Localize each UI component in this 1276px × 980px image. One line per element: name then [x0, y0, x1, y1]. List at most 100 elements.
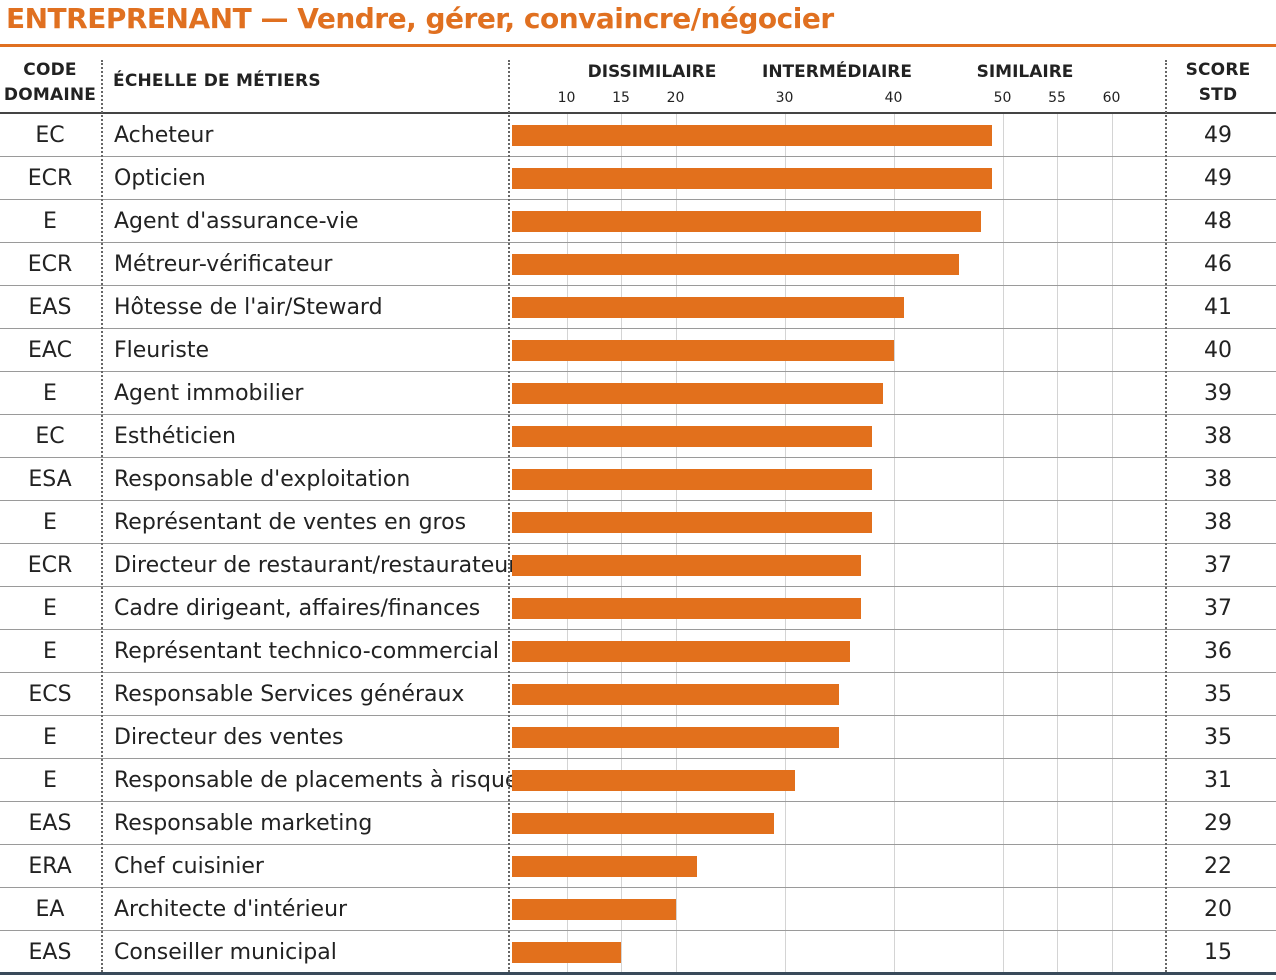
x-tick-label: 15 — [612, 90, 630, 106]
divider-score-column — [1165, 60, 1167, 972]
group-label-intermediate: INTERMÉDIAIRE — [761, 62, 913, 82]
x-gridline — [784, 114, 786, 974]
score-bar — [512, 727, 839, 748]
table-row: EC Esthéticien 38 — [0, 415, 1276, 458]
domain-code: E — [43, 596, 57, 621]
header-divider — [0, 112, 1276, 114]
domain-code: E — [43, 768, 57, 793]
job-label: Conseiller municipal — [114, 940, 337, 965]
job-label: Acheteur — [114, 123, 214, 148]
domain-code: E — [43, 510, 57, 535]
x-gridline — [893, 114, 895, 974]
score-bar — [512, 684, 839, 705]
table-row: E Représentant technico-commercial 36 — [0, 630, 1276, 673]
table-row: EC Acheteur 49 — [0, 114, 1276, 157]
score-bar — [512, 340, 894, 361]
job-label: Directeur de restaurant/restaurateur — [114, 553, 518, 578]
score-value: 35 — [1204, 682, 1232, 707]
row-separator — [0, 844, 1276, 845]
row-separator — [0, 285, 1276, 286]
table-row: EAS Responsable marketing 29 — [0, 802, 1276, 845]
job-label: Représentant de ventes en gros — [114, 510, 467, 535]
score-bar — [512, 899, 676, 920]
row-separator — [0, 930, 1276, 931]
chart-title: ENTREPRENANT — Vendre, gérer, convaincre… — [6, 2, 834, 35]
domain-code: E — [43, 725, 57, 750]
row-separator — [0, 500, 1276, 501]
score-value: 49 — [1204, 166, 1232, 191]
domain-code: EC — [35, 123, 65, 148]
job-label: Agent immobilier — [114, 381, 304, 406]
table-row: E Cadre dirigeant, affaires/finances 37 — [0, 587, 1276, 630]
score-value: 15 — [1204, 940, 1232, 965]
row-separator — [0, 887, 1276, 888]
row-separator — [0, 672, 1276, 673]
score-bar — [512, 770, 796, 791]
score-value: 36 — [1204, 639, 1232, 664]
job-label: Représentant technico-commercial — [114, 639, 499, 664]
domain-code: E — [43, 381, 57, 406]
code-header-line2: DOMAINE — [3, 85, 97, 105]
job-label: Responsable de placements à risques — [114, 768, 530, 793]
score-value: 49 — [1204, 123, 1232, 148]
domain-code: ERA — [28, 854, 72, 879]
score-value: 29 — [1204, 811, 1232, 836]
job-label: Opticien — [114, 166, 206, 191]
table-row: E Agent immobilier 39 — [0, 372, 1276, 415]
job-label: Hôtesse de l'air/Steward — [114, 295, 383, 320]
job-label: Agent d'assurance-vie — [114, 209, 359, 234]
job-label: Fleuriste — [114, 338, 210, 363]
score-value: 38 — [1204, 467, 1232, 492]
score-bar — [512, 598, 861, 619]
score-bar — [512, 297, 905, 318]
job-label: Architecte d'intérieur — [114, 897, 348, 922]
x-gridline — [675, 114, 677, 974]
table-row: E Directeur des ventes 35 — [0, 716, 1276, 759]
x-gridline — [621, 114, 622, 974]
score-bar — [512, 125, 992, 146]
domain-code: ESA — [28, 467, 72, 492]
job-label: Esthéticien — [114, 424, 236, 449]
x-gridline — [1002, 114, 1004, 974]
divider-scale-column — [508, 60, 510, 972]
score-value: 48 — [1204, 209, 1232, 234]
score-value: 20 — [1204, 897, 1232, 922]
score-value: 46 — [1204, 252, 1232, 277]
domain-code: E — [43, 639, 57, 664]
group-label-similar: SIMILAIRE — [976, 62, 1074, 82]
score-bar — [512, 426, 872, 447]
x-tick-label: 50 — [993, 90, 1012, 106]
row-separator — [0, 242, 1276, 243]
row-separator — [0, 715, 1276, 716]
code-header-line1: CODE — [23, 60, 77, 80]
domain-code: E — [43, 209, 57, 234]
row-separator — [0, 586, 1276, 587]
table-row: ESA Responsable d'exploitation 38 — [0, 458, 1276, 501]
table-row: EAS Hôtesse de l'air/Steward 41 — [0, 286, 1276, 329]
x-tick-label: 60 — [1102, 90, 1121, 106]
x-gridline — [566, 114, 568, 974]
domain-code: ECR — [27, 166, 73, 191]
score-bar — [512, 813, 774, 834]
score-value: 37 — [1204, 596, 1232, 621]
score-value: 35 — [1204, 725, 1232, 750]
score-bar — [512, 942, 621, 963]
table-row: E Agent d'assurance-vie 48 — [0, 200, 1276, 243]
group-label-dissimilar: DISSIMILAIRE — [587, 62, 717, 82]
column-header-code: CODE DOMAINE — [2, 58, 98, 108]
score-header-line2: STD — [1198, 85, 1238, 105]
x-tick-label: 40 — [884, 90, 903, 106]
score-bar — [512, 211, 981, 232]
table-row: E Responsable de placements à risques 31 — [0, 759, 1276, 802]
table-row: ECS Responsable Services généraux 35 — [0, 673, 1276, 716]
bottom-rule — [0, 972, 1276, 975]
job-label: Directeur des ventes — [114, 725, 344, 750]
score-value: 38 — [1204, 510, 1232, 535]
score-bar — [512, 469, 872, 490]
row-separator — [0, 199, 1276, 200]
table-row: EAS Conseiller municipal 15 — [0, 931, 1276, 974]
x-gridline — [1057, 114, 1058, 974]
x-tick-label: 20 — [666, 90, 685, 106]
domain-code: ECR — [27, 553, 73, 578]
score-value: 37 — [1204, 553, 1232, 578]
